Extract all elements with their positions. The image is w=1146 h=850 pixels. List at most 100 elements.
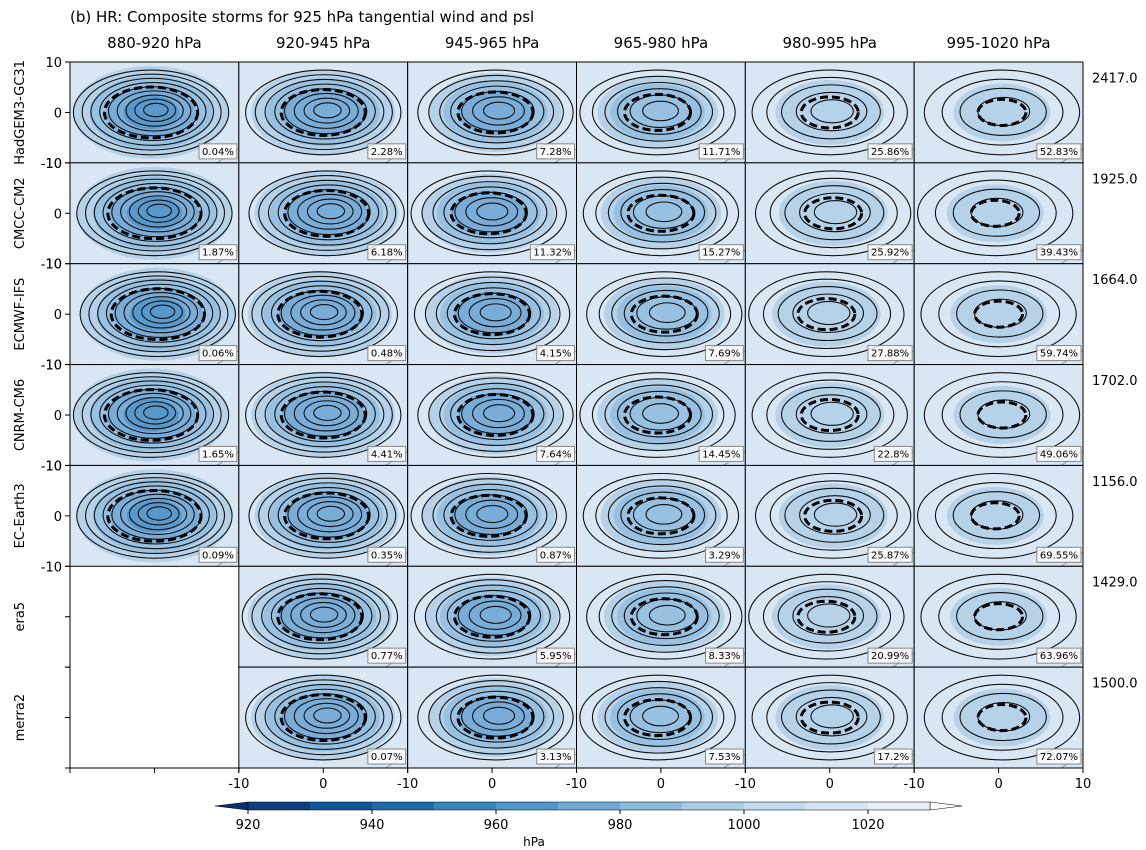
contour	[784, 487, 885, 543]
contour	[251, 275, 390, 352]
contour	[293, 92, 359, 129]
contour	[645, 504, 683, 525]
contour	[813, 199, 858, 225]
pressure-shading	[282, 692, 365, 743]
panel-body	[70, 162, 239, 264]
contour	[421, 175, 558, 251]
panel-percentage: 72.07%	[1040, 752, 1078, 763]
label-box	[1036, 546, 1082, 563]
label-box	[873, 748, 913, 765]
panel-percentage: 1.87%	[202, 248, 234, 259]
contour	[754, 472, 912, 559]
panel: 0.09%	[69, 464, 240, 567]
contour	[120, 191, 195, 233]
panel: 72.07%	[913, 666, 1084, 769]
pressure-shading	[450, 190, 527, 236]
panel-percentage: 59.74%	[1040, 349, 1078, 360]
contour	[959, 390, 1047, 439]
contour	[316, 505, 346, 522]
panel-percentage: 7.64%	[540, 449, 572, 460]
label-box	[1036, 748, 1082, 765]
contour	[102, 485, 210, 545]
panel-body	[745, 364, 915, 466]
wind-contour	[623, 92, 693, 132]
wind-contour	[109, 287, 206, 342]
pressure-shading	[457, 694, 534, 741]
panel-percentage: 15.27%	[702, 248, 740, 259]
row-label: HadGEM3-GC31	[13, 60, 28, 165]
contour	[439, 382, 555, 447]
contour	[579, 372, 736, 458]
wind-contour	[102, 388, 200, 442]
contour	[446, 287, 542, 340]
contour	[623, 289, 709, 337]
contour	[428, 680, 564, 755]
contour	[941, 683, 1064, 751]
contour	[306, 198, 354, 225]
contour	[258, 175, 397, 251]
colorbar-segment	[434, 802, 496, 810]
contour	[424, 276, 561, 352]
contour	[316, 203, 346, 220]
panel-body	[238, 667, 408, 769]
row-total: 2417.0	[1092, 71, 1138, 86]
contour	[468, 600, 522, 630]
contour	[274, 688, 376, 745]
pressure-shading	[950, 285, 1048, 344]
panel: 15.27%	[576, 162, 746, 265]
wind-contour	[106, 488, 203, 543]
contour	[435, 281, 551, 346]
contour	[579, 674, 736, 761]
panel-percentage: 3.29%	[709, 550, 741, 561]
contour	[143, 405, 169, 420]
row-total: 1429.0	[1092, 576, 1138, 591]
contour	[143, 102, 169, 118]
panel: 17.2%	[744, 666, 915, 769]
panel-percentage: 69.55%	[1040, 550, 1078, 561]
contour	[591, 75, 725, 149]
panel-percentage: 25.86%	[871, 147, 909, 158]
contour	[777, 286, 878, 342]
panel-percentage: 0.87%	[540, 550, 572, 561]
panel-body	[914, 263, 1084, 365]
contour	[79, 271, 237, 358]
contour	[616, 390, 702, 438]
contour	[956, 592, 1044, 641]
contour	[795, 91, 868, 132]
contour	[923, 372, 1081, 458]
y-tick-label: -10	[41, 459, 62, 474]
contour	[748, 271, 905, 358]
contour	[303, 97, 351, 124]
wind-contour	[973, 602, 1025, 632]
panel-body	[914, 62, 1084, 163]
contour	[417, 372, 574, 458]
panel: 0.04%	[69, 61, 240, 164]
contour	[941, 78, 1064, 146]
pressure-shading	[953, 386, 1051, 444]
panel-body	[576, 667, 746, 769]
x-tick-label: 0	[994, 777, 1002, 792]
label-box	[867, 345, 913, 362]
colorbar-segment	[558, 802, 620, 810]
pressure-shading	[772, 281, 881, 347]
pressure-shading	[450, 493, 527, 539]
contour	[920, 271, 1077, 358]
contour	[799, 495, 871, 535]
contour	[810, 704, 854, 729]
pressure-shading	[126, 196, 183, 230]
y-tick-label: -10	[41, 359, 62, 374]
contour	[137, 199, 180, 223]
contour	[813, 502, 858, 527]
label-box	[198, 546, 238, 563]
row-total: 1500.0	[1092, 677, 1138, 692]
contour	[410, 170, 567, 257]
contour	[99, 384, 207, 444]
contour	[97, 279, 221, 348]
colorbar-tick-label: 980	[608, 818, 633, 833]
y-tick-label: 10	[45, 258, 62, 273]
panel-body	[70, 465, 239, 567]
contour	[604, 81, 714, 142]
contour	[435, 584, 551, 648]
panel-percentage: 1.65%	[202, 449, 234, 460]
label-box	[1036, 647, 1082, 664]
